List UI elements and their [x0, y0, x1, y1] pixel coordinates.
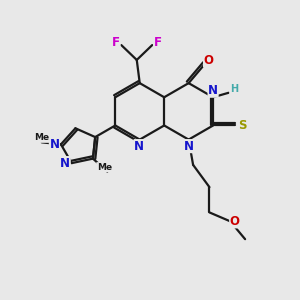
Text: H: H	[230, 84, 238, 94]
Text: N: N	[134, 140, 144, 153]
Text: O: O	[204, 54, 214, 67]
Text: Me: Me	[34, 134, 49, 142]
Text: N: N	[60, 157, 70, 169]
Text: O: O	[230, 215, 240, 228]
Text: Me: Me	[97, 163, 112, 172]
Text: N: N	[50, 138, 59, 151]
Text: F: F	[112, 36, 120, 49]
Text: F: F	[154, 36, 162, 49]
Text: S: S	[238, 119, 246, 132]
Text: N: N	[208, 84, 218, 97]
Text: N: N	[184, 140, 194, 153]
